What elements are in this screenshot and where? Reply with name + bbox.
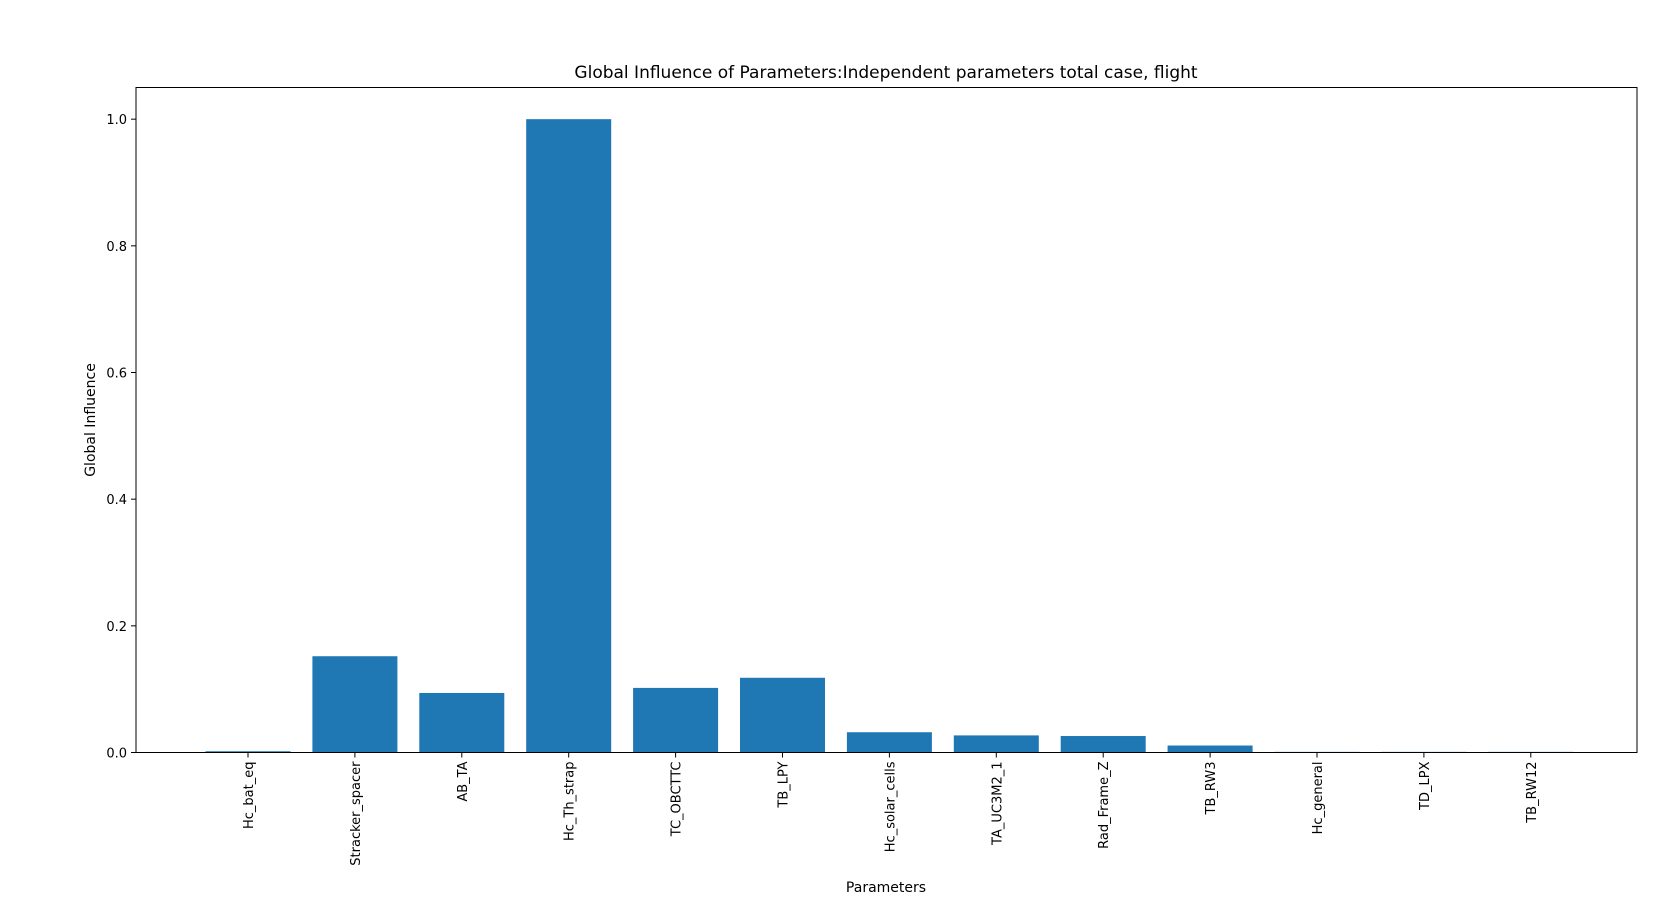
x-axis-label: Parameters bbox=[846, 880, 926, 896]
bar-stracker-spacer bbox=[312, 656, 398, 753]
x-tick-label: AB_TA bbox=[456, 761, 471, 801]
y-tick-label: 1.0 bbox=[106, 113, 127, 128]
bar-ta-uc3m2-1 bbox=[953, 735, 1039, 753]
bar-rad-frame-z bbox=[1060, 736, 1146, 753]
x-tick-label: Hc_solar_cells bbox=[883, 761, 898, 852]
x-tick-label: TB_RW12 bbox=[1525, 762, 1540, 824]
x-tick-label: Hc_bat_eq bbox=[242, 762, 257, 830]
x-tick-label: TB_LPY bbox=[777, 761, 792, 808]
x-axis: Hc_bat_eq Stracker_spacer AB_TA Hc_Th_strap… bbox=[242, 752, 1540, 866]
y-tick-label: 0.4 bbox=[106, 493, 127, 508]
bar-ab-ta bbox=[419, 692, 505, 753]
x-tick-label: Hc_general bbox=[1311, 762, 1326, 835]
x-tick-label: Hc_Th_strap bbox=[563, 762, 578, 842]
x-tick-label: Rad_Frame_Z bbox=[1097, 761, 1112, 848]
bar-tb-lpy bbox=[740, 677, 825, 753]
bar-hc-bat-eq bbox=[205, 751, 291, 753]
bar-tb-rw3 bbox=[1167, 745, 1253, 753]
x-tick-label: TD_LPX bbox=[1418, 761, 1433, 811]
x-tick-label: TA_UC3M2_1 bbox=[990, 762, 1005, 846]
y-tick-label: 0.0 bbox=[106, 747, 127, 762]
y-axis: 0.0 0.2 0.4 0.6 0.8 1.0 bbox=[106, 113, 136, 762]
x-tick-label: Stracker_spacer bbox=[349, 761, 364, 866]
y-axis-label: Global Influence bbox=[83, 363, 99, 477]
x-tick-label: TB_RW3 bbox=[1204, 762, 1219, 816]
bars-group bbox=[205, 119, 1574, 753]
y-tick-label: 0.6 bbox=[106, 367, 127, 382]
bar-hc-th-strap bbox=[526, 119, 612, 753]
bar-hc-solar-cells bbox=[846, 732, 932, 753]
bar-tc-obcttc bbox=[633, 687, 719, 753]
chart-title: Global Influence of Parameters:Independe… bbox=[574, 63, 1197, 83]
x-tick-label: TC_OBCTTC bbox=[670, 762, 685, 838]
y-tick-label: 0.2 bbox=[106, 620, 127, 635]
plot-frame bbox=[135, 87, 1638, 753]
y-tick-label: 0.8 bbox=[106, 240, 127, 255]
